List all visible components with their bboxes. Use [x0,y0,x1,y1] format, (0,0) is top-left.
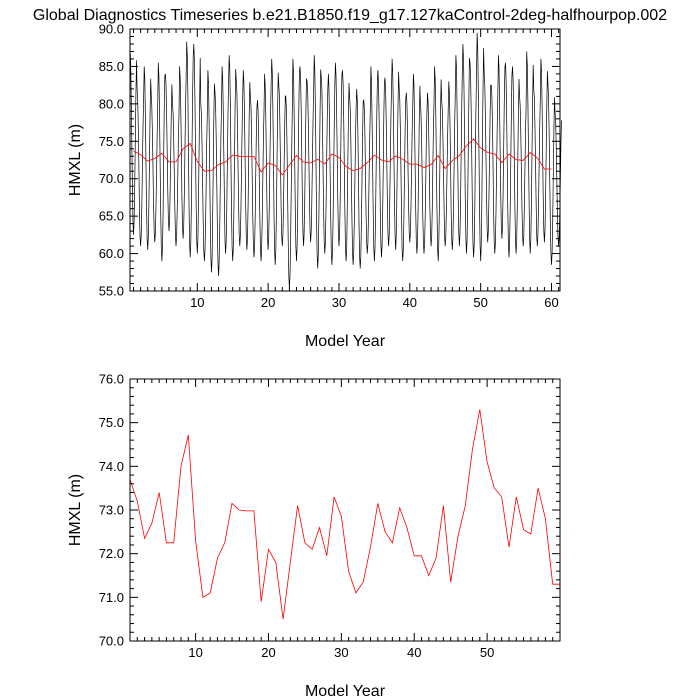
x-tick-label: 30 [332,295,346,310]
y-tick-label: 76.0 [99,372,124,387]
y-tick-label: 70.0 [99,171,124,186]
series-line-0-0 [129,32,562,289]
series-line-1-0 [129,409,560,620]
figure-title: Global Diagnostics Timeseries b.e21.B185… [33,7,667,24]
y-tick-label: 75.0 [99,415,124,430]
x-axis-label: Model Year [305,333,386,350]
y-tick-label: 74.0 [99,459,124,474]
y-tick-label: 73.0 [99,503,124,518]
y-tick-label: 85.0 [99,59,124,74]
x-tick-label: 10 [190,295,204,310]
y-tick-label: 71.0 [99,590,124,605]
x-tick-label: 50 [473,295,487,310]
x-tick-label: 20 [261,295,275,310]
x-tick-label: 10 [188,645,202,660]
y-tick-label: 72.0 [99,546,124,561]
x-tick-label: 60 [544,295,558,310]
y-axis-label: HMXL (m) [67,474,84,546]
plot-frame [129,28,561,292]
plot-frame [129,378,561,642]
y-tick-label: 80.0 [99,96,124,111]
y-tick-label: 70.0 [99,634,124,649]
y-tick-label: 55.0 [99,284,124,299]
x-tick-label: 50 [480,645,494,660]
y-tick-label: 90.0 [99,22,124,37]
y-tick-label: 65.0 [99,209,124,224]
y-tick-label: 75.0 [99,134,124,149]
y-tick-label: 60.0 [99,246,124,261]
x-tick-label: 40 [407,645,421,660]
y-axis-label: HMXL (m) [67,124,84,196]
series-line-0-1 [133,138,552,176]
bottom-panel: 10 20 30 40 50 70.0 71.0 72.0 73.0 74.0 75.0 76.0 Mo… [67,372,561,700]
top-panel: 10 20 30 40 50 60 55.0 60.0 65.0 70.0 75.0 80.0 85.0… [67,22,562,350]
x-tick-label: 40 [403,295,417,310]
x-tick-label: 30 [334,645,348,660]
x-axis-label: Model Year [305,683,386,700]
x-tick-label: 20 [261,645,275,660]
